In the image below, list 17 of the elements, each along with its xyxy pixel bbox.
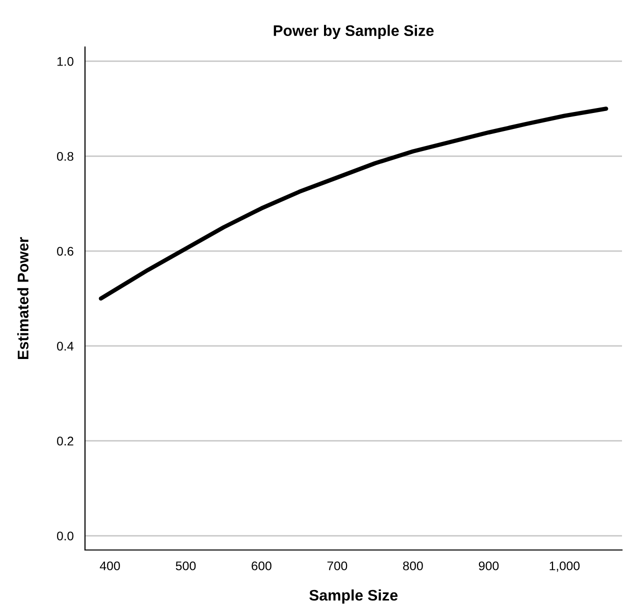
x-axis-title: Sample Size [309, 589, 398, 604]
chart-title: Power by Sample Size [274, 24, 434, 40]
y-tick-label: 0.0 [57, 532, 74, 540]
y-axis-title: Estimated Power [17, 237, 28, 360]
x-tick-label: 600 [252, 561, 272, 570]
y-tick-label: 0.6 [57, 246, 74, 256]
x-tick-label: 400 [100, 561, 120, 570]
x-tick-label: 500 [176, 561, 196, 570]
x-tick-label: 900 [478, 561, 499, 570]
y-tick-label: 1.0 [57, 57, 74, 66]
line-series [98, 106, 608, 301]
y-tick-label: 0.2 [57, 436, 74, 446]
x-tick-label: 700 [327, 561, 348, 570]
x-tick-label: 1,000 [550, 561, 580, 572]
y-tick-label: 0.4 [57, 342, 74, 351]
y-tick-label: 0.8 [57, 152, 74, 161]
x-tick-label: 800 [403, 561, 423, 570]
